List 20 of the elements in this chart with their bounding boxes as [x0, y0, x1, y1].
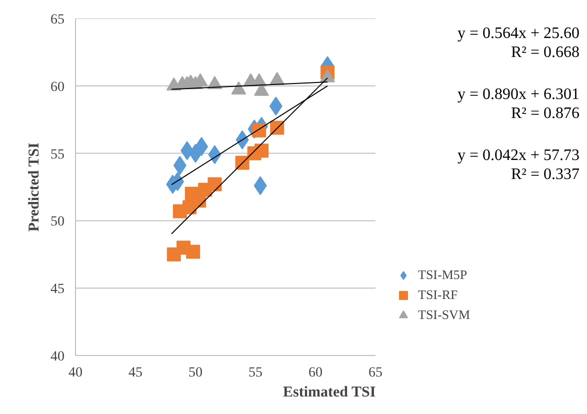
y-axis-title: Predicted TSI — [26, 142, 42, 232]
x-tick-label: 45 — [128, 366, 142, 380]
legend-label: TSI-M5P — [418, 267, 468, 283]
y-tick-label: 40 — [50, 350, 64, 364]
text: y = 0.890x + 6.301 R² = 0.876 — [457, 86, 580, 122]
legend-label: TSI-SVM — [418, 307, 470, 323]
y-tick-label: 65 — [50, 12, 64, 28]
x-tick-label: 40 — [68, 366, 82, 380]
x-tick-label: 65 — [368, 366, 382, 380]
y-tick-label: 55 — [50, 147, 64, 162]
x-axis-title: Estimated TSI — [283, 384, 376, 400]
text: y = 0.564x + 25.60 R² = 0.668 — [457, 25, 580, 61]
text: y = 0.042x + 57.73 R² = 0.337 — [457, 147, 580, 183]
legend-label: TSI-RF — [418, 287, 458, 303]
y-tick-label: 60 — [50, 80, 64, 95]
x-tick-label: 60 — [308, 366, 322, 380]
x-tick-label: 50 — [188, 366, 202, 380]
y-tick-label: 50 — [50, 214, 64, 230]
x-tick-label: 55 — [248, 366, 262, 380]
y-tick-label: 45 — [50, 282, 64, 298]
